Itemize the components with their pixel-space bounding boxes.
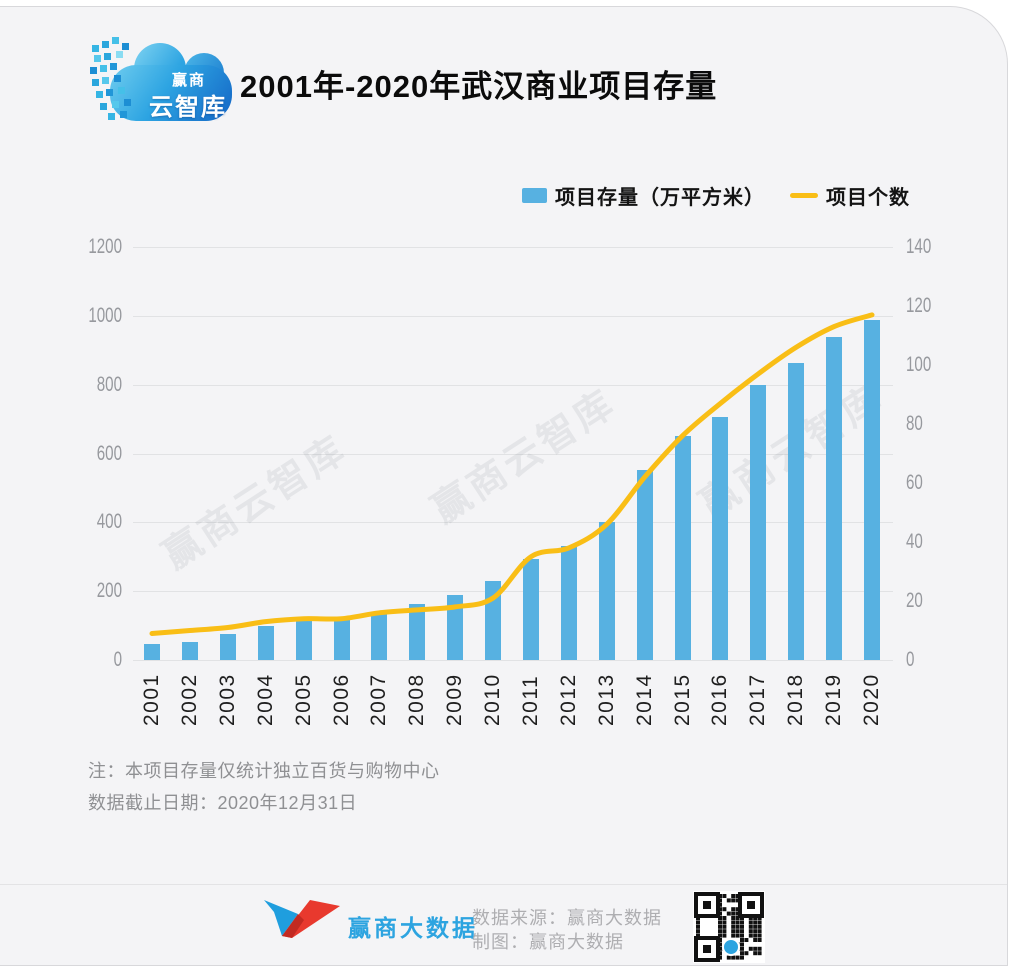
x-axis-label-2015: 2015 xyxy=(670,673,694,726)
bar-2016 xyxy=(712,417,729,660)
x-axis-label-2009: 2009 xyxy=(443,673,467,726)
logo-text-line1: 赢商 xyxy=(171,72,206,89)
brand-name: 赢商大数据 xyxy=(348,915,478,941)
bar-2019 xyxy=(826,336,843,660)
x-axis-label-2018: 2018 xyxy=(784,673,808,726)
bar-2012 xyxy=(560,546,577,660)
legend-label: 项目存量（万平方米） xyxy=(555,187,765,209)
x-axis-label-2017: 2017 xyxy=(746,673,770,726)
left-axis-tick-label: 1200 xyxy=(88,235,122,258)
bar-2017 xyxy=(750,385,767,660)
right-axis-tick-label: 120 xyxy=(906,294,932,317)
bar-2002 xyxy=(181,641,198,660)
bar-2008 xyxy=(409,603,426,660)
bar-2018 xyxy=(788,363,805,660)
left-axis-tick-label: 0 xyxy=(113,648,122,671)
gridline xyxy=(133,591,893,593)
right-axis-tick-label: 0 xyxy=(906,648,915,671)
left-axis-tick-label: 600 xyxy=(96,441,122,465)
left-axis-tick-label: 800 xyxy=(96,372,122,396)
left-axis-tick-label: 200 xyxy=(96,579,122,603)
x-axis-label-2010: 2010 xyxy=(481,673,505,726)
bar-2010 xyxy=(485,580,502,660)
x-axis-label-2005: 2005 xyxy=(291,673,315,726)
footer-divider xyxy=(0,884,1007,885)
x-axis-label-2004: 2004 xyxy=(253,673,277,726)
x-axis-label-2019: 2019 xyxy=(822,673,846,726)
x-axis-label-2007: 2007 xyxy=(367,673,391,726)
bar-2003 xyxy=(219,633,236,660)
logo-pixel-dots xyxy=(92,45,99,52)
x-axis-label-2006: 2006 xyxy=(329,673,353,726)
right-axis-tick-label: 60 xyxy=(906,471,923,494)
logo-text-line2: 云智库 xyxy=(149,94,227,121)
right-axis-tick-label: 140 xyxy=(906,235,932,258)
chart-legend: 项目存量（万平方米） 项目个数 xyxy=(0,175,1007,210)
line-swatch-icon xyxy=(790,193,818,198)
right-axis-tick-label: 80 xyxy=(906,412,923,435)
left-axis-tick-label: 400 xyxy=(96,510,122,534)
yingshang-bigdata-logo-icon xyxy=(264,900,340,938)
data-source-text: 数据来源：赢商大数据 xyxy=(472,908,662,928)
x-axis-label-2020: 2020 xyxy=(860,673,883,726)
bar-2007 xyxy=(371,611,388,660)
left-axis-tick-label: 1000 xyxy=(88,303,122,327)
legend-label: 项目个数 xyxy=(826,187,910,209)
bar-2009 xyxy=(447,595,464,660)
x-axis-label-2001: 2001 xyxy=(140,673,163,726)
bar-2004 xyxy=(257,625,274,660)
watermark: 赢商云智库 xyxy=(155,427,355,578)
x-axis-label-2008: 2008 xyxy=(405,673,429,726)
gridline xyxy=(133,384,893,386)
bar-2013 xyxy=(598,521,615,660)
x-axis-label-2003: 2003 xyxy=(215,673,239,726)
legend-item-line[interactable]: 项目个数 xyxy=(790,181,910,210)
infographic-card: 赢商 云智库 2001年-2020年武汉商业项目存量 项目存量（万平方米） 项目… xyxy=(0,6,1008,966)
bar-swatch-icon xyxy=(522,188,547,203)
x-axis-label-2002: 2002 xyxy=(177,673,201,726)
footnote-line2: 数据截止日期：2020年12月31日 xyxy=(88,793,358,813)
yingshang-cloud-logo: 赢商 云智库 xyxy=(88,33,238,129)
bar-2005 xyxy=(295,619,312,660)
footnote-line1: 注：本项目存量仅统计独立百货与购物中心 xyxy=(88,761,440,781)
credit-text: 制图：赢商大数据 xyxy=(472,932,624,952)
qr-code xyxy=(693,891,765,963)
x-axis-label-2014: 2014 xyxy=(632,673,656,726)
right-axis-tick-label: 40 xyxy=(906,530,923,553)
gridline xyxy=(133,660,893,661)
right-axis-tick-label: 20 xyxy=(906,589,923,612)
x-axis-label-2013: 2013 xyxy=(594,673,618,726)
bar-2006 xyxy=(333,620,350,660)
bar-2020 xyxy=(864,320,880,660)
gridline xyxy=(133,315,893,317)
x-axis-label-2012: 2012 xyxy=(556,673,580,726)
combo-chart: 0 200 400 600 800 1000 1200 0 20 40 60 80 100 120 140 赢… xyxy=(0,7,1007,932)
bar-2015 xyxy=(674,436,691,660)
bar-2001 xyxy=(144,643,160,660)
page-title: 2001年-2020年武汉商业项目存量 xyxy=(240,69,718,104)
x-axis-label-2016: 2016 xyxy=(708,673,732,726)
x-axis-label-2011: 2011 xyxy=(518,674,542,726)
bar-2014 xyxy=(636,470,653,660)
gridline xyxy=(133,247,893,248)
legend-item-bar[interactable]: 项目存量（万平方米） xyxy=(522,181,765,210)
right-axis-tick-label: 100 xyxy=(906,353,932,376)
logo-cloud-body xyxy=(110,65,232,121)
bar-2011 xyxy=(522,558,539,660)
